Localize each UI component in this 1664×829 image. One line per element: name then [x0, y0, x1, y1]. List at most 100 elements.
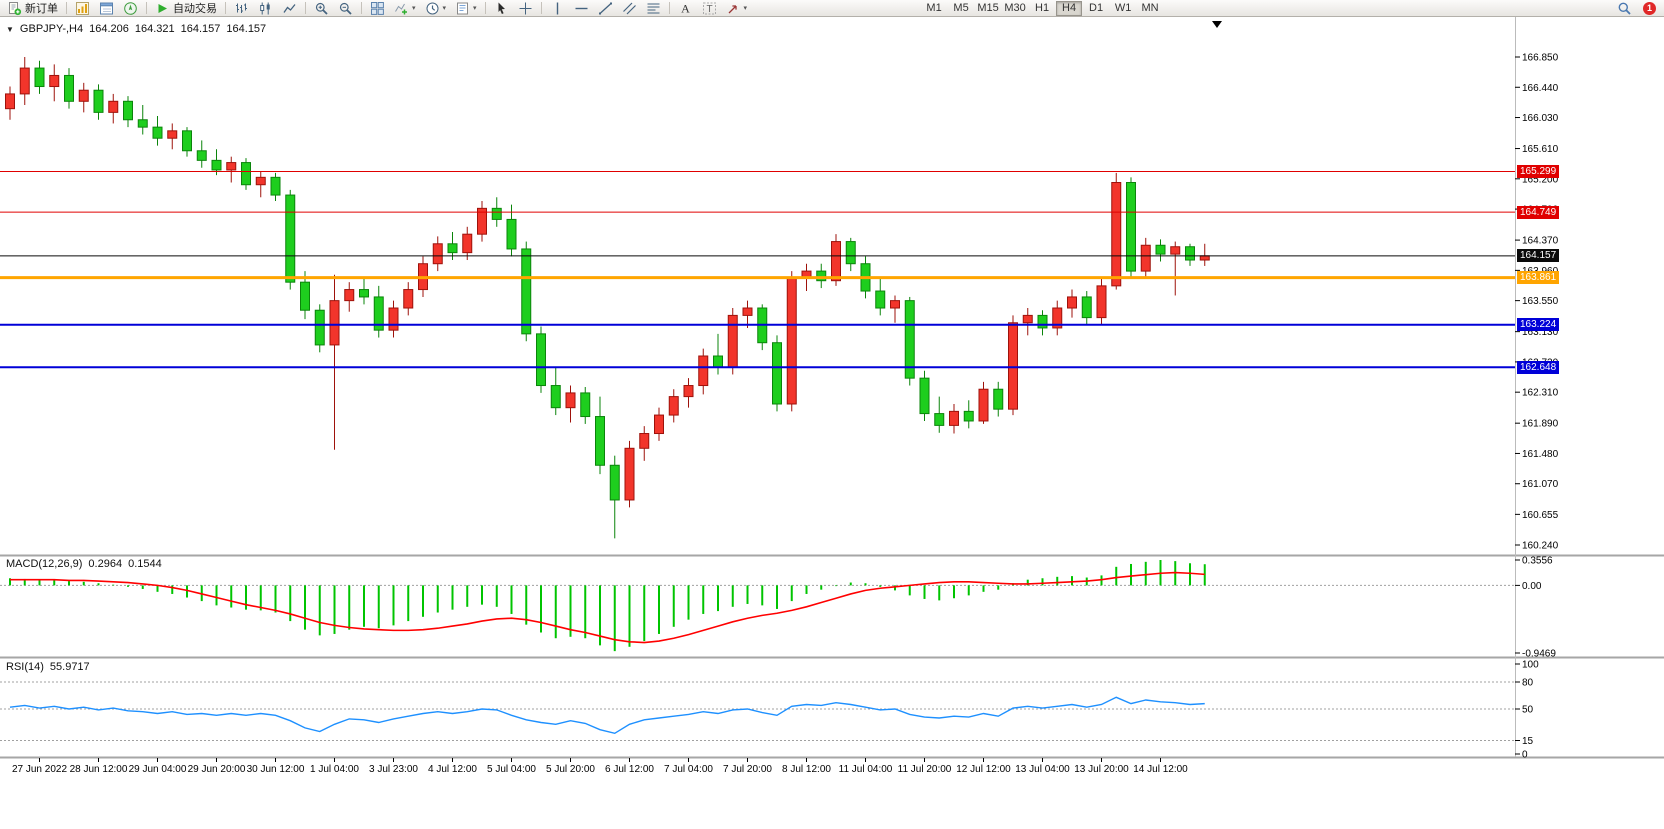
svg-text:0.3556: 0.3556: [1522, 556, 1553, 567]
svg-text:-0.9469: -0.9469: [1522, 649, 1556, 660]
data-window-button[interactable]: [95, 0, 118, 16]
dropdown-caret-icon: ▾: [743, 4, 748, 12]
bar-chart-button[interactable]: [230, 0, 253, 16]
arrows-tool-icon: [726, 1, 741, 16]
arrows-tool-button[interactable]: ▾: [722, 0, 752, 16]
templates-icon: [455, 1, 470, 16]
svg-text:161.480: 161.480: [1522, 449, 1559, 460]
horizontal-line-icon: [574, 1, 589, 16]
search-button[interactable]: [1613, 0, 1636, 16]
svg-text:164.370: 164.370: [1522, 236, 1559, 247]
chart-shift-marker[interactable]: [1212, 21, 1222, 28]
svg-text:13 Jul 20:00: 13 Jul 20:00: [1074, 764, 1129, 775]
svg-text:7 Jul 04:00: 7 Jul 04:00: [664, 764, 713, 775]
svg-text:28 Jun 12:00: 28 Jun 12:00: [70, 764, 128, 775]
indicators-button[interactable]: ▾: [390, 0, 420, 16]
horizontal-line-tool-button[interactable]: [570, 0, 593, 16]
svg-text:165.200: 165.200: [1522, 174, 1559, 185]
svg-text:100: 100: [1522, 660, 1539, 671]
resistance-line-1-tag: 165.299: [1517, 165, 1560, 178]
svg-text:29 Jun 20:00: 29 Jun 20:00: [188, 764, 246, 775]
svg-text:T: T: [706, 4, 712, 15]
indicators-icon: [394, 1, 409, 16]
svg-text:160.655: 160.655: [1522, 510, 1559, 521]
channel-tool-button[interactable]: [618, 0, 641, 16]
tile-windows-button[interactable]: [366, 0, 389, 16]
toolbar-separator: [540, 2, 542, 14]
svg-text:161.070: 161.070: [1522, 479, 1559, 490]
rsi-layer: 100 80 50 15 0: [0, 660, 1539, 761]
macd-label: MACD(12,26,9): [6, 558, 83, 570]
svg-text:11 Jul 20:00: 11 Jul 20:00: [898, 764, 952, 775]
svg-text:165.610: 165.610: [1522, 144, 1559, 155]
price-axis: 166.850 166.440 166.030 165.610 165.200 164.7…: [1515, 53, 1559, 552]
svg-text:50: 50: [1522, 705, 1534, 716]
trendline-tool-button[interactable]: [594, 0, 617, 16]
notification-badge[interactable]: 1: [1643, 1, 1656, 15]
ohlc-close: 164.157: [226, 23, 267, 35]
svg-text:1 Jul 04:00: 1 Jul 04:00: [310, 764, 359, 775]
timeframe-h4-button[interactable]: H4: [1056, 0, 1083, 16]
auto-trading-button[interactable]: 自动交易: [151, 0, 221, 16]
macd-main-value: 0.2964: [88, 558, 123, 570]
timeframe-m5-button[interactable]: M5: [948, 1, 974, 16]
navigator-button[interactable]: [119, 0, 142, 16]
text-tool-button[interactable]: A: [674, 0, 697, 16]
svg-text:30 Jun 12:00: 30 Jun 12:00: [247, 764, 305, 775]
data-window-icon: [99, 1, 114, 16]
new-order-button[interactable]: 新订单: [3, 0, 62, 16]
ohlc-low: 164.157: [180, 23, 221, 35]
support-line-2-tag: 162.648: [1517, 360, 1560, 374]
timeframe-h1-button[interactable]: H1: [1029, 1, 1055, 16]
timeframe-group: M1 M5 M15 M30 H1 H4 D1 W1 MN: [921, 0, 1163, 16]
zoom-out-icon: [338, 1, 353, 16]
svg-text:7 Jul 20:00: 7 Jul 20:00: [723, 764, 772, 775]
svg-text:166.440: 166.440: [1522, 83, 1559, 94]
label-tool-button[interactable]: T: [698, 0, 721, 16]
toolbar: 新订单 自动交易 ▾ ▾ ▾ A T ▾ M1 M5 M15 M30 H1 H4 D1 W1 M…: [0, 0, 1664, 17]
templates-button[interactable]: ▾: [451, 0, 481, 16]
svg-text:4 Jul 12:00: 4 Jul 12:00: [428, 764, 477, 775]
vertical-line-icon: [550, 1, 565, 16]
toolbar-separator: [66, 2, 67, 14]
candlestick-chart-button[interactable]: [254, 0, 277, 16]
resistance-line-2-tag: 164.749: [1517, 205, 1560, 219]
new-order-label: 新订单: [25, 3, 58, 15]
toolbar-separator: [668, 2, 670, 14]
collapse-caret-icon[interactable]: ▼: [6, 24, 14, 34]
timeframe-d1-button[interactable]: D1: [1083, 1, 1109, 16]
svg-text:162.310: 162.310: [1522, 388, 1559, 399]
timeframe-w1-button[interactable]: W1: [1110, 1, 1136, 16]
line-chart-button[interactable]: [278, 0, 301, 16]
fibonacci-tool-button[interactable]: [642, 0, 665, 16]
svg-text:14 Jul 12:00: 14 Jul 12:00: [1133, 764, 1188, 775]
panel-separators[interactable]: [0, 17, 1664, 759]
svg-text:0: 0: [1522, 750, 1528, 761]
hlines-layer[interactable]: [0, 171, 1515, 369]
auto-trading-label: 自动交易: [173, 3, 217, 15]
svg-text:161.890: 161.890: [1522, 419, 1559, 430]
svg-text:3 Jul 23:00: 3 Jul 23:00: [369, 764, 418, 775]
svg-text:5 Jul 04:00: 5 Jul 04:00: [487, 764, 536, 775]
timeframe-m1-button[interactable]: M1: [921, 1, 947, 16]
periods-icon: [425, 1, 440, 16]
timeframe-m30-button[interactable]: M30: [1002, 1, 1028, 16]
timeframe-m15-button[interactable]: M15: [975, 1, 1001, 16]
svg-text:29 Jun 04:00: 29 Jun 04:00: [129, 764, 187, 775]
timeframe-mn-button[interactable]: MN: [1137, 1, 1163, 16]
rsi-label: RSI(14): [6, 661, 44, 673]
periods-button[interactable]: ▾: [421, 0, 451, 16]
zoom-out-button[interactable]: [334, 0, 357, 16]
candlestick-chart-icon: [258, 1, 273, 16]
line-chart-icon: [282, 1, 297, 16]
pivot-line-tag: 163.861: [1517, 271, 1560, 285]
tile-windows-icon: [370, 1, 385, 16]
current-price-line-tag: 164.157: [1517, 249, 1560, 263]
cursor-button[interactable]: [490, 0, 513, 16]
zoom-in-button[interactable]: [310, 0, 333, 16]
crosshair-button[interactable]: [514, 0, 537, 16]
vertical-line-tool-button[interactable]: [546, 0, 569, 16]
market-watch-button[interactable]: [71, 0, 94, 16]
market-watch-icon: [75, 1, 90, 16]
